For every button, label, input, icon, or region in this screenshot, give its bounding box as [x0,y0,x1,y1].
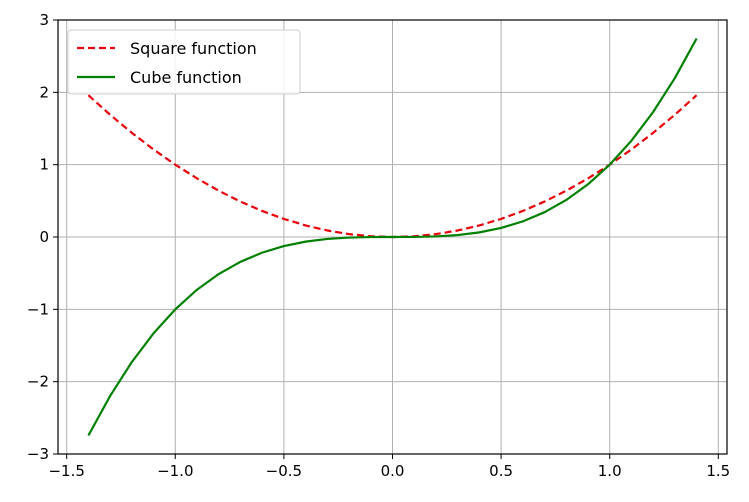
x-tick-label: 0.0 [381,462,405,480]
y-tick-label: 0 [39,228,49,246]
x-tick-label: 0.5 [489,462,513,480]
x-tick-label: −1.0 [157,462,193,480]
x-tick-label: −0.5 [266,462,302,480]
y-tick-label: 1 [39,156,49,174]
series-layer [87,37,698,437]
axis-ticks: −1.5 −1.0 −0.5 0.0 0.5 1.0 1.5 −3 −2 −1 0 1 2 3 [27,11,730,480]
y-tick-label: −1 [27,300,49,318]
legend-label: Square function [130,39,257,58]
y-tick-label: −2 [27,373,49,391]
y-tick-label: 2 [39,83,49,101]
legend-label: Cube function [130,68,242,87]
y-tick-label: −3 [27,445,49,463]
x-tick-label: 1.0 [598,462,622,480]
x-tick-label: 1.5 [706,462,730,480]
y-tick-label: 3 [39,11,49,29]
x-tick-label: −1.5 [48,462,84,480]
legend-box [67,29,301,95]
series-line-cube-function [87,37,698,437]
legend: Square function Cube function [67,29,301,95]
